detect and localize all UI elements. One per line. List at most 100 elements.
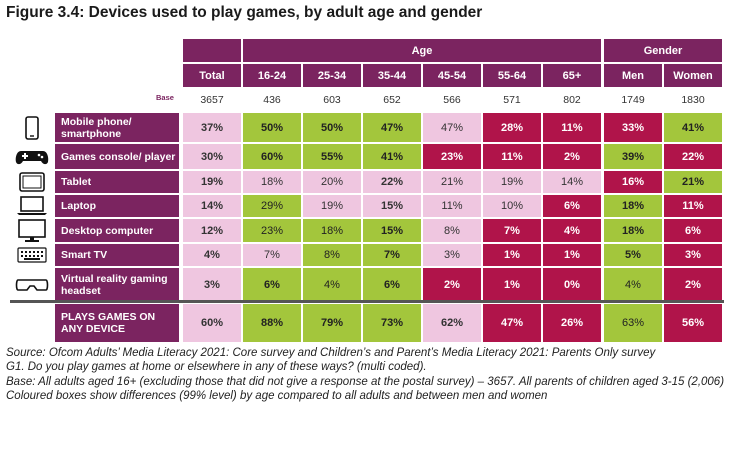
row-label: Games console/ player: [55, 144, 179, 169]
table-cell: 4%: [183, 244, 241, 266]
table-cell: 50%: [303, 113, 361, 142]
table-cell: 7%: [363, 244, 421, 266]
base-value: 603: [323, 94, 341, 106]
table-cell: 0%: [543, 268, 601, 302]
column-header: Women: [664, 64, 722, 87]
base-value: 1830: [681, 94, 705, 106]
row-label: Mobile phone/ smartphone: [55, 113, 179, 142]
table-cell: 1%: [483, 244, 541, 266]
table-cell: 28%: [483, 113, 541, 142]
figure-title: Figure 3.4: Devices used to play games, …: [6, 4, 483, 21]
vr-headset-icon: [14, 268, 50, 302]
game-controller-icon: [14, 144, 50, 169]
table-cell: 3%: [183, 268, 241, 302]
laptop-icon: [14, 195, 50, 217]
table-cell: 6%: [363, 268, 421, 302]
table-cell: 6%: [243, 268, 301, 302]
table-cell: 8%: [423, 219, 481, 242]
table-cell: 41%: [363, 144, 421, 169]
table-cell: 4%: [604, 268, 662, 302]
table-cell: 2%: [423, 268, 481, 302]
table-cell: 3%: [423, 244, 481, 266]
header-blank: [183, 39, 241, 62]
table-cell: 63%: [604, 304, 662, 342]
row-label: Tablet: [55, 171, 179, 193]
row-label: PLAYS GAMES ON ANY DEVICE: [55, 304, 179, 342]
table-cell: 3%: [664, 244, 722, 266]
notes: Source: Ofcom Adults’ Media Literacy 202…: [6, 346, 726, 403]
table-cell: 11%: [664, 195, 722, 217]
table-cell: 60%: [183, 304, 241, 342]
table-cell: 18%: [604, 195, 662, 217]
table-cell: 1%: [543, 244, 601, 266]
table-cell: 37%: [183, 113, 241, 142]
column-header: 65+: [543, 64, 601, 87]
table-cell: 55%: [303, 144, 361, 169]
base-value: 3657: [200, 94, 224, 106]
table-cell: 56%: [664, 304, 722, 342]
row-label: Desktop computer: [55, 219, 179, 242]
table-cell: 88%: [243, 304, 301, 342]
row-label: Laptop: [55, 195, 179, 217]
smart-tv-icon: [14, 244, 50, 266]
table-cell: 12%: [183, 219, 241, 242]
base-value: 566: [443, 94, 461, 106]
table-divider: [10, 300, 724, 303]
base-value: 652: [383, 94, 401, 106]
table-cell: 33%: [604, 113, 662, 142]
table-cell: 6%: [664, 219, 722, 242]
table-cell: 47%: [423, 113, 481, 142]
table-cell: 18%: [243, 171, 301, 193]
table-cell: 60%: [243, 144, 301, 169]
table-cell: 15%: [363, 195, 421, 217]
table-cell: 73%: [363, 304, 421, 342]
mobile-phone-icon: [14, 113, 50, 142]
table-cell: 8%: [303, 244, 361, 266]
table-cell: 4%: [303, 268, 361, 302]
base-value: 1749: [621, 94, 645, 106]
note-base: Base: All adults aged 16+ (excluding tho…: [6, 375, 725, 388]
column-header: 45-54: [423, 64, 481, 87]
table-cell: 10%: [483, 195, 541, 217]
table-cell: 5%: [604, 244, 662, 266]
table-cell: 18%: [604, 219, 662, 242]
table-cell: 62%: [423, 304, 481, 342]
table-cell: 22%: [664, 144, 722, 169]
table-cell: 19%: [483, 171, 541, 193]
table-cell: 20%: [303, 171, 361, 193]
note-question: G1. Do you play games at home or elsewhe…: [6, 361, 427, 374]
table-cell: 26%: [543, 304, 601, 342]
base-label: Base: [156, 93, 174, 102]
table-cell: 29%: [243, 195, 301, 217]
row-label: Virtual reality gaming headset: [55, 268, 179, 302]
table-cell: 39%: [604, 144, 662, 169]
table-cell: 15%: [363, 219, 421, 242]
table-cell: 11%: [543, 113, 601, 142]
table-cell: 6%: [543, 195, 601, 217]
table-cell: 21%: [664, 171, 722, 193]
note-colour-key: Coloured boxes show differences (99% lev…: [6, 389, 548, 402]
table-cell: 50%: [243, 113, 301, 142]
table-cell: 11%: [423, 195, 481, 217]
base-value: 802: [563, 94, 581, 106]
column-header: 55-64: [483, 64, 541, 87]
table-cell: 16%: [604, 171, 662, 193]
table-cell: 4%: [543, 219, 601, 242]
table-cell: 22%: [363, 171, 421, 193]
table-cell: 2%: [543, 144, 601, 169]
table-cell: 19%: [183, 171, 241, 193]
column-header: 16-24: [243, 64, 301, 87]
note-source: Source: Ofcom Adults’ Media Literacy 202…: [6, 347, 656, 359]
table-cell: 23%: [423, 144, 481, 169]
table-cell: 41%: [664, 113, 722, 142]
table-cell: 7%: [243, 244, 301, 266]
column-header: Men: [604, 64, 662, 87]
desktop-computer-icon: [14, 218, 50, 242]
table-cell: 47%: [483, 304, 541, 342]
table-cell: 19%: [303, 195, 361, 217]
header-gender-group: Gender: [604, 39, 722, 62]
table-cell: 2%: [664, 268, 722, 302]
table-cell: 30%: [183, 144, 241, 169]
table-cell: 18%: [303, 219, 361, 242]
table-cell: 7%: [483, 219, 541, 242]
